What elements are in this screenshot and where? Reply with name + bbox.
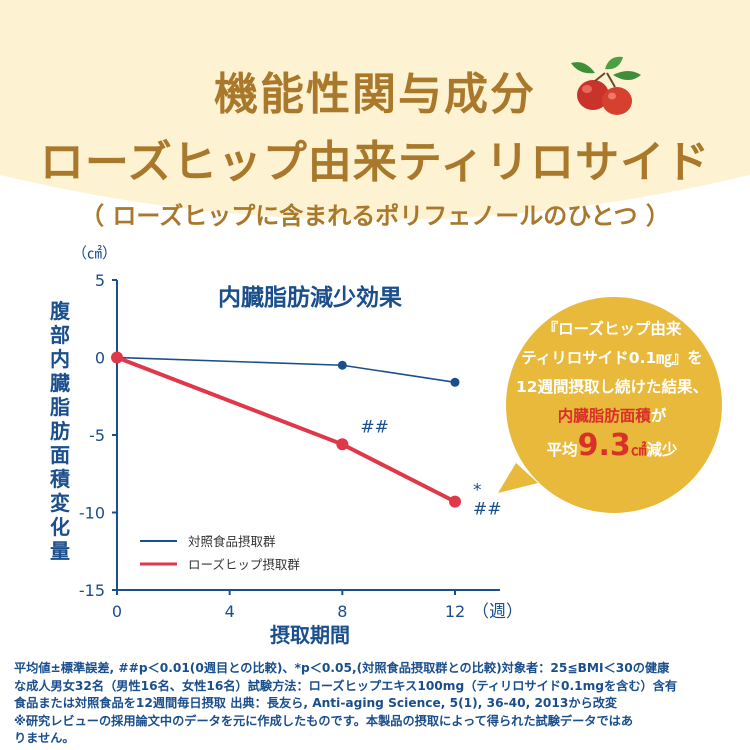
callout-line4-tail: が — [650, 407, 667, 425]
header-subtitle: （ ローズヒップに含まれるポリフェノールのひとつ ） — [80, 202, 670, 230]
y-tick-label: -5 — [89, 426, 105, 445]
y-axis-label-char: 面 — [50, 443, 70, 467]
x-tick-label: 0 — [112, 602, 122, 621]
y-axis-label-char: 臓 — [49, 371, 70, 395]
x-tick-label: 8 — [337, 602, 347, 621]
legend-label: 対照食品摂取群 — [188, 534, 276, 549]
data-point — [337, 360, 347, 370]
y-axis-label-char: 量 — [50, 539, 70, 563]
legend-label: ローズヒップ摂取群 — [188, 557, 300, 572]
footnote-line5: りません。 — [14, 731, 75, 745]
y-axis-label-char: 変 — [50, 491, 70, 515]
significance-label: ## — [360, 417, 389, 437]
y-axis-label-char: 脂 — [50, 395, 70, 419]
y-axis-label-char: 腹 — [50, 299, 71, 323]
y-tick-label: 0 — [95, 349, 105, 368]
callout-line4: 内臓脂肪面積が — [496, 402, 728, 431]
footnote-line2: な成人男女32名（男性16名、女性16名）試験方法：ローズヒップエキス100mg… — [14, 678, 678, 693]
footnote: 平均値±標準誤差, ##p＜0.01(0週目との比較)、*p＜0.05,(対照食… — [14, 660, 744, 748]
chart-title: 内臓脂肪減少効果 — [218, 284, 402, 311]
header-title-line1: 機能性関与成分 — [214, 69, 536, 120]
result-callout-bubble — [498, 297, 722, 513]
y-tick-label: -15 — [79, 581, 105, 600]
callout-value: 9.3 — [577, 428, 631, 463]
plot-area — [117, 280, 500, 590]
footnote-line1: 平均値±標準誤差, ##p＜0.01(0週目との比較)、*p＜0.05,(対照食… — [14, 661, 670, 675]
data-point — [336, 438, 349, 451]
callout-unit: ㎠ — [630, 441, 647, 459]
callout-line1: 『ローズヒップ由来 — [542, 320, 682, 338]
y-tick-label: -10 — [79, 504, 105, 523]
callout-line2: ティリロサイド0.1㎎』を — [521, 349, 703, 367]
y-axis-label-char: 肪 — [50, 419, 70, 443]
series-line — [116, 355, 456, 504]
footnote-line3: 食品または対照食品を12週間毎日摂取 出典：長友ら, Anti-aging Sc… — [14, 696, 618, 710]
data-point — [450, 377, 460, 387]
x-axis-label: 摂取期間 — [270, 623, 350, 647]
rosehip-berries-icon — [571, 56, 641, 115]
y-tick-label: 5 — [95, 271, 105, 290]
callout-prefix: 平均 — [546, 441, 578, 459]
x-tick-label: 4 — [225, 602, 235, 621]
header-background — [0, 0, 750, 220]
data-point — [111, 351, 123, 364]
y-axis-label-char: 積 — [50, 467, 71, 491]
callout-line3: 12週間摂取し続けた結果、 — [515, 378, 709, 396]
result-callout-text: 『ローズヒップ由来 ティリロサイド0.1㎎』を 12週間摂取し続けた結果、 内臓… — [496, 315, 728, 465]
callout-highlight: 内臓脂肪面積 — [557, 407, 651, 425]
x-tick-label: 12 — [445, 602, 465, 621]
callout-line5: 平均9.3㎠減少 — [496, 431, 728, 465]
data-point — [449, 495, 461, 508]
y-axis-label-char: 部 — [50, 323, 70, 347]
significance-label: ## — [473, 500, 502, 520]
y-axis-label-char: 化 — [50, 515, 70, 539]
y-axis-label-char: 内 — [50, 347, 70, 371]
callout-suffix: 減少 — [646, 441, 678, 459]
x-axis-unit: （週） — [472, 602, 523, 622]
footnote-line4: ※研究レビューの採用論文中のデータを元に作成したものです。本製品の摂取によって得… — [14, 713, 634, 728]
y-axis-unit: （㎠） — [72, 244, 117, 262]
significance-label: * — [473, 481, 482, 501]
header-title-line2: ローズヒップ由来ティリロサイド — [39, 137, 711, 188]
